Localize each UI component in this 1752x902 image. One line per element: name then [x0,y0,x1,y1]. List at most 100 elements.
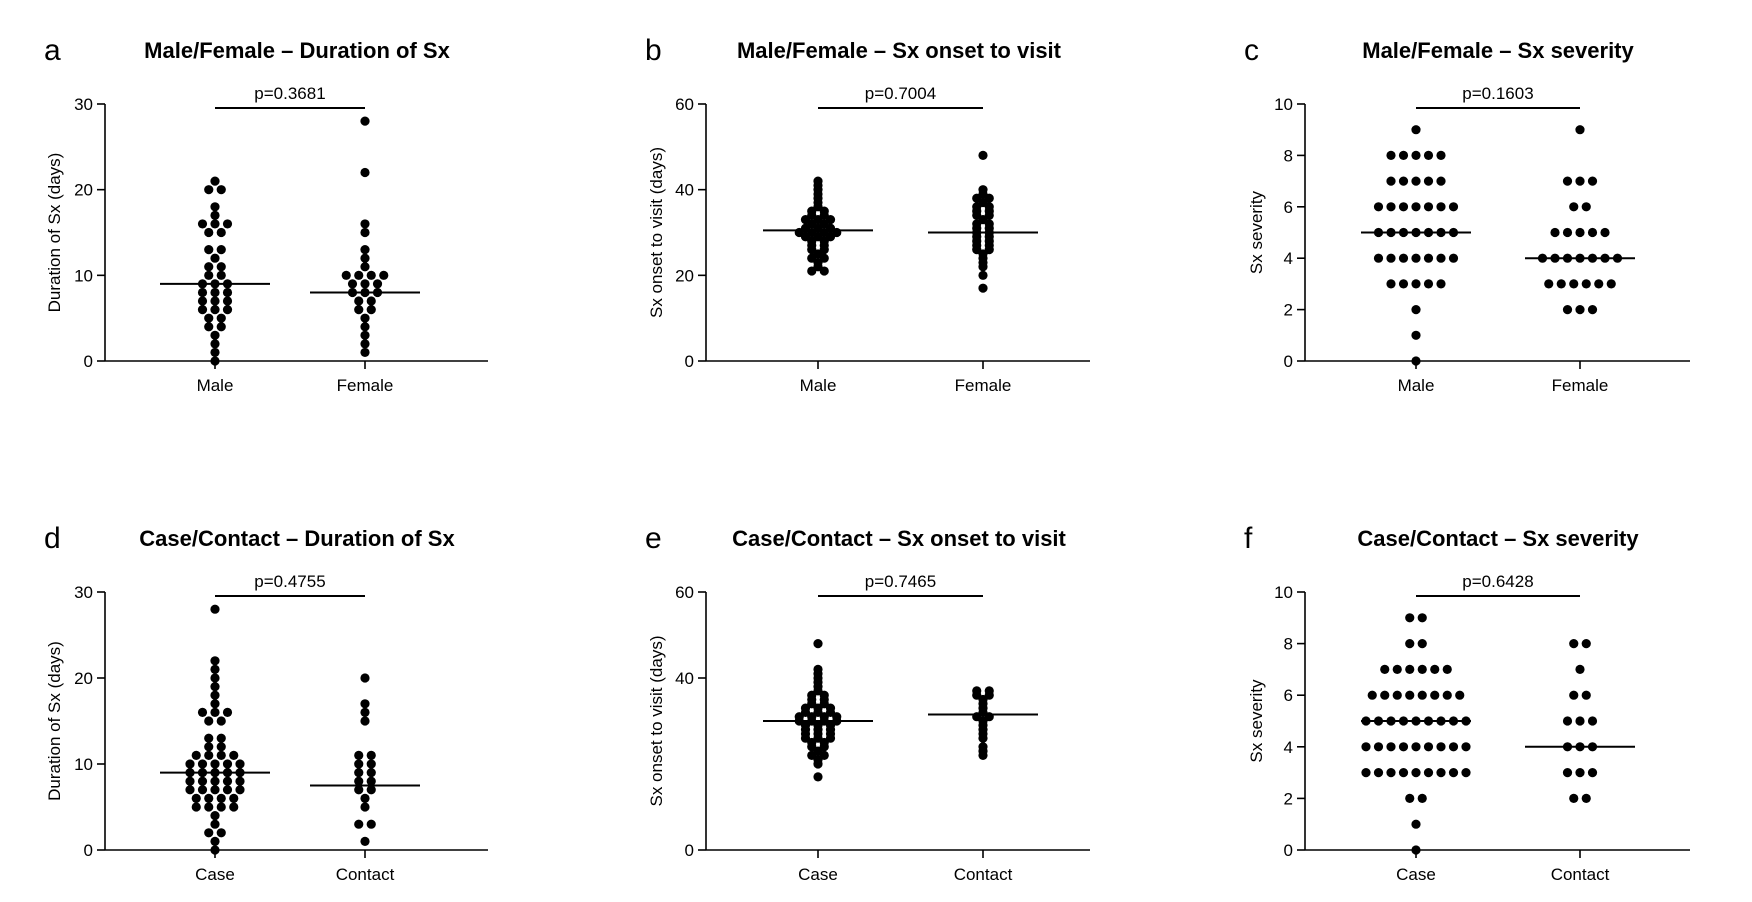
data-point [360,322,370,332]
y-tick-label: 0 [1284,841,1293,860]
data-point [360,253,370,263]
data-point [197,305,208,315]
data-point [197,776,208,786]
data-point [204,793,214,804]
panel-letter: d [44,522,61,555]
x-tick-label: Contact [1551,865,1610,884]
data-point [235,785,245,795]
data-point [1398,768,1409,778]
data-point [1569,202,1579,212]
data-point [210,673,220,683]
y-tick-label: 10 [1274,583,1293,602]
data-point [210,707,220,718]
data-point [204,185,214,195]
data-point [360,313,370,323]
data-point [185,785,195,795]
data-point [1448,768,1459,778]
data-point [1423,279,1434,289]
data-point [1606,279,1616,289]
data-point [204,322,214,332]
data-point [210,176,220,186]
data-point [360,716,370,726]
y-tick-label: 60 [675,583,694,602]
data-point [1436,150,1446,160]
data-point [354,750,364,761]
data-point [1448,253,1459,263]
data-point [360,673,370,683]
data-point [1575,664,1585,675]
data-point [354,768,364,778]
data-point [1398,742,1409,752]
data-point [366,759,376,769]
x-tick-label: Male [197,376,234,395]
data-point [1423,768,1434,778]
data-point [1575,716,1585,726]
data-point [1417,664,1427,675]
data-point [1581,202,1591,212]
data-point [1544,279,1554,289]
y-axis-label: Duration of Sx (days) [45,153,64,313]
data-point [366,819,376,829]
y-axis-label: Sx onset to visit (days) [647,635,666,806]
data-point [1430,664,1440,675]
data-point [978,742,988,752]
data-point [204,802,214,812]
data-point [360,116,370,126]
data-point [366,785,376,795]
y-tick-label: 0 [84,841,93,860]
data-point [210,664,220,675]
data-point [978,150,988,160]
data-point [1436,253,1446,263]
y-tick-label: 0 [685,841,694,860]
p-value-label: p=0.7004 [865,84,936,103]
data-point [1430,690,1440,700]
data-point [197,219,208,229]
data-point [197,296,208,306]
data-point [1550,227,1560,238]
data-point [1587,305,1598,315]
data-point [204,227,214,238]
data-point [216,270,226,280]
data-point [210,656,220,666]
data-point [1386,279,1396,289]
data-point [1575,125,1585,135]
panel-letter: a [44,34,61,67]
chart-title: Case/Contact – Sx onset to visit [732,526,1066,551]
data-point [210,819,220,829]
y-tick-label: 8 [1284,146,1293,165]
data-point [216,716,226,726]
data-point [191,750,201,761]
data-point [222,219,233,229]
data-point [197,287,208,298]
panel-letter: f [1244,522,1253,555]
data-point [222,759,233,769]
data-point [354,819,364,829]
x-tick-label: Case [195,865,235,884]
p-value-label: p=0.6428 [1462,572,1533,591]
x-tick-label: Case [798,865,838,884]
data-point [341,270,351,280]
data-point [222,776,233,786]
x-tick-label: Female [955,376,1012,395]
data-point [1380,690,1390,700]
y-tick-label: 6 [1284,198,1293,217]
data-point [813,176,823,186]
data-point [210,347,220,358]
data-point [1423,253,1434,263]
x-tick-label: Contact [336,865,395,884]
data-point [1373,742,1384,752]
data-point [1392,690,1402,700]
data-point [210,296,220,306]
data-point [1405,793,1415,804]
y-tick-label: 10 [74,266,93,285]
data-point [978,270,988,280]
data-point [1594,279,1604,289]
panel-letter: e [645,522,662,555]
data-point [360,347,370,358]
y-tick-label: 30 [74,583,93,602]
data-point [1556,279,1566,289]
data-point [1461,768,1471,778]
data-point [1600,227,1610,238]
data-point [1380,664,1390,675]
data-point [1587,716,1598,726]
